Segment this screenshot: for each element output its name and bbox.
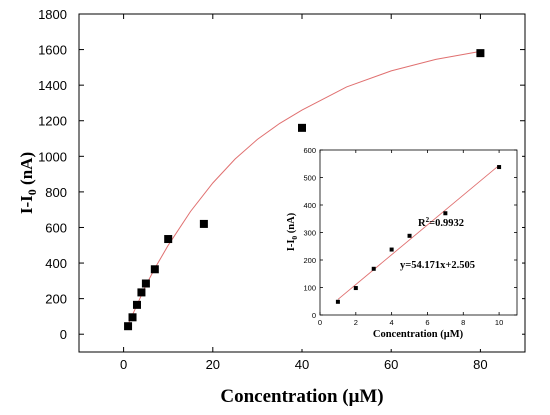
main-x-tick-label: 0 — [120, 357, 127, 372]
inset-data-point — [389, 247, 394, 252]
main-data-points — [124, 49, 485, 331]
inset-data-point — [371, 266, 376, 271]
main-data-point — [150, 265, 159, 274]
inset-data-point — [407, 233, 412, 238]
inset-y-tick-label: 300 — [303, 229, 316, 238]
main-data-point — [124, 322, 133, 331]
main-x-tick-label: 20 — [206, 357, 220, 372]
inset-y-tick-label: 200 — [303, 256, 316, 265]
main-data-point — [164, 235, 173, 244]
inset-y-axis-title-unit: (nA) — [286, 212, 297, 236]
main-y-tick-label: 1600 — [38, 43, 67, 58]
main-axes: 0 20 40 60 800200400600800100012001400160018… — [38, 7, 525, 372]
inset-r2-annotation: R2=0.9932 — [418, 216, 464, 229]
main-y-tick-label: 1200 — [38, 114, 67, 129]
main-chart: 0 20 40 60 800200400600800100012001400160018… — [17, 7, 526, 407]
inset-x-tick-label: 8 — [461, 318, 465, 327]
inset-y-tick-label: 500 — [303, 174, 316, 183]
inset-r2-prefix: R — [418, 218, 426, 229]
main-x-tick-label: 40 — [295, 357, 309, 372]
main-x-tick-label: 80 — [473, 357, 487, 372]
main-y-axis-title-unit: (nA) — [17, 152, 36, 189]
main-y-tick-label: 1400 — [38, 78, 67, 93]
inset-r2-superscript: 2 — [426, 216, 430, 224]
main-y-tick-label: 0 — [60, 327, 67, 342]
inset-y-tick-label: 0 — [312, 311, 316, 320]
inset-background — [282, 139, 522, 349]
main-x-tick-label: 60 — [384, 357, 398, 372]
inset-data-point — [335, 299, 340, 304]
main-data-point — [141, 279, 150, 288]
inset-x-tick-label: 2 — [354, 318, 358, 327]
inset-y-axis-title: I-I0 (nA) — [286, 212, 299, 251]
main-data-point — [199, 219, 208, 228]
inset-y-tick-label: 100 — [303, 284, 316, 293]
inset-x-axis-title: Concentration (μM) — [373, 329, 464, 340]
main-y-tick-label: 800 — [45, 185, 67, 200]
main-y-tick-label: 1800 — [38, 7, 67, 22]
inset-x-tick-label: 6 — [425, 318, 429, 327]
inset-data-point — [443, 211, 448, 216]
main-y-axis-title-main: I-I — [17, 195, 36, 214]
main-y-tick-label: 400 — [45, 256, 67, 271]
main-y-axis-title: I-I0 (nA) — [17, 152, 39, 214]
main-data-point — [298, 123, 306, 132]
main-data-point — [476, 49, 485, 58]
inset-fit-line — [337, 164, 500, 300]
main-data-point — [137, 288, 146, 297]
inset-data-points — [335, 165, 502, 304]
inset-data-point — [497, 165, 502, 170]
inset-y-tick-label: 400 — [303, 201, 316, 210]
inset-equation-annotation: y=54.171x+2.505 — [400, 260, 475, 271]
main-y-tick-label: 200 — [45, 292, 67, 307]
main-y-tick-label: 1000 — [38, 149, 67, 164]
inset-y-axis-title-main: I-I — [286, 240, 297, 252]
inset-y-axis-title-sub: 0 — [290, 236, 299, 240]
inset-x-tick-label: 4 — [390, 318, 394, 327]
main-y-axis-title-sub: 0 — [25, 189, 39, 195]
main-data-point — [128, 313, 137, 322]
inset-x-tick-label: 0 — [318, 318, 322, 327]
main-x-axis-title: Concentration (μM) — [220, 386, 383, 407]
inset-x-tick-label: 10 — [495, 318, 503, 327]
main-data-point — [132, 300, 141, 309]
main-y-tick-label: 600 — [45, 220, 67, 235]
inset-r2-value: =0.9932 — [429, 218, 464, 229]
inset-data-point — [353, 286, 358, 291]
inset-y-tick-label: 600 — [303, 146, 316, 155]
